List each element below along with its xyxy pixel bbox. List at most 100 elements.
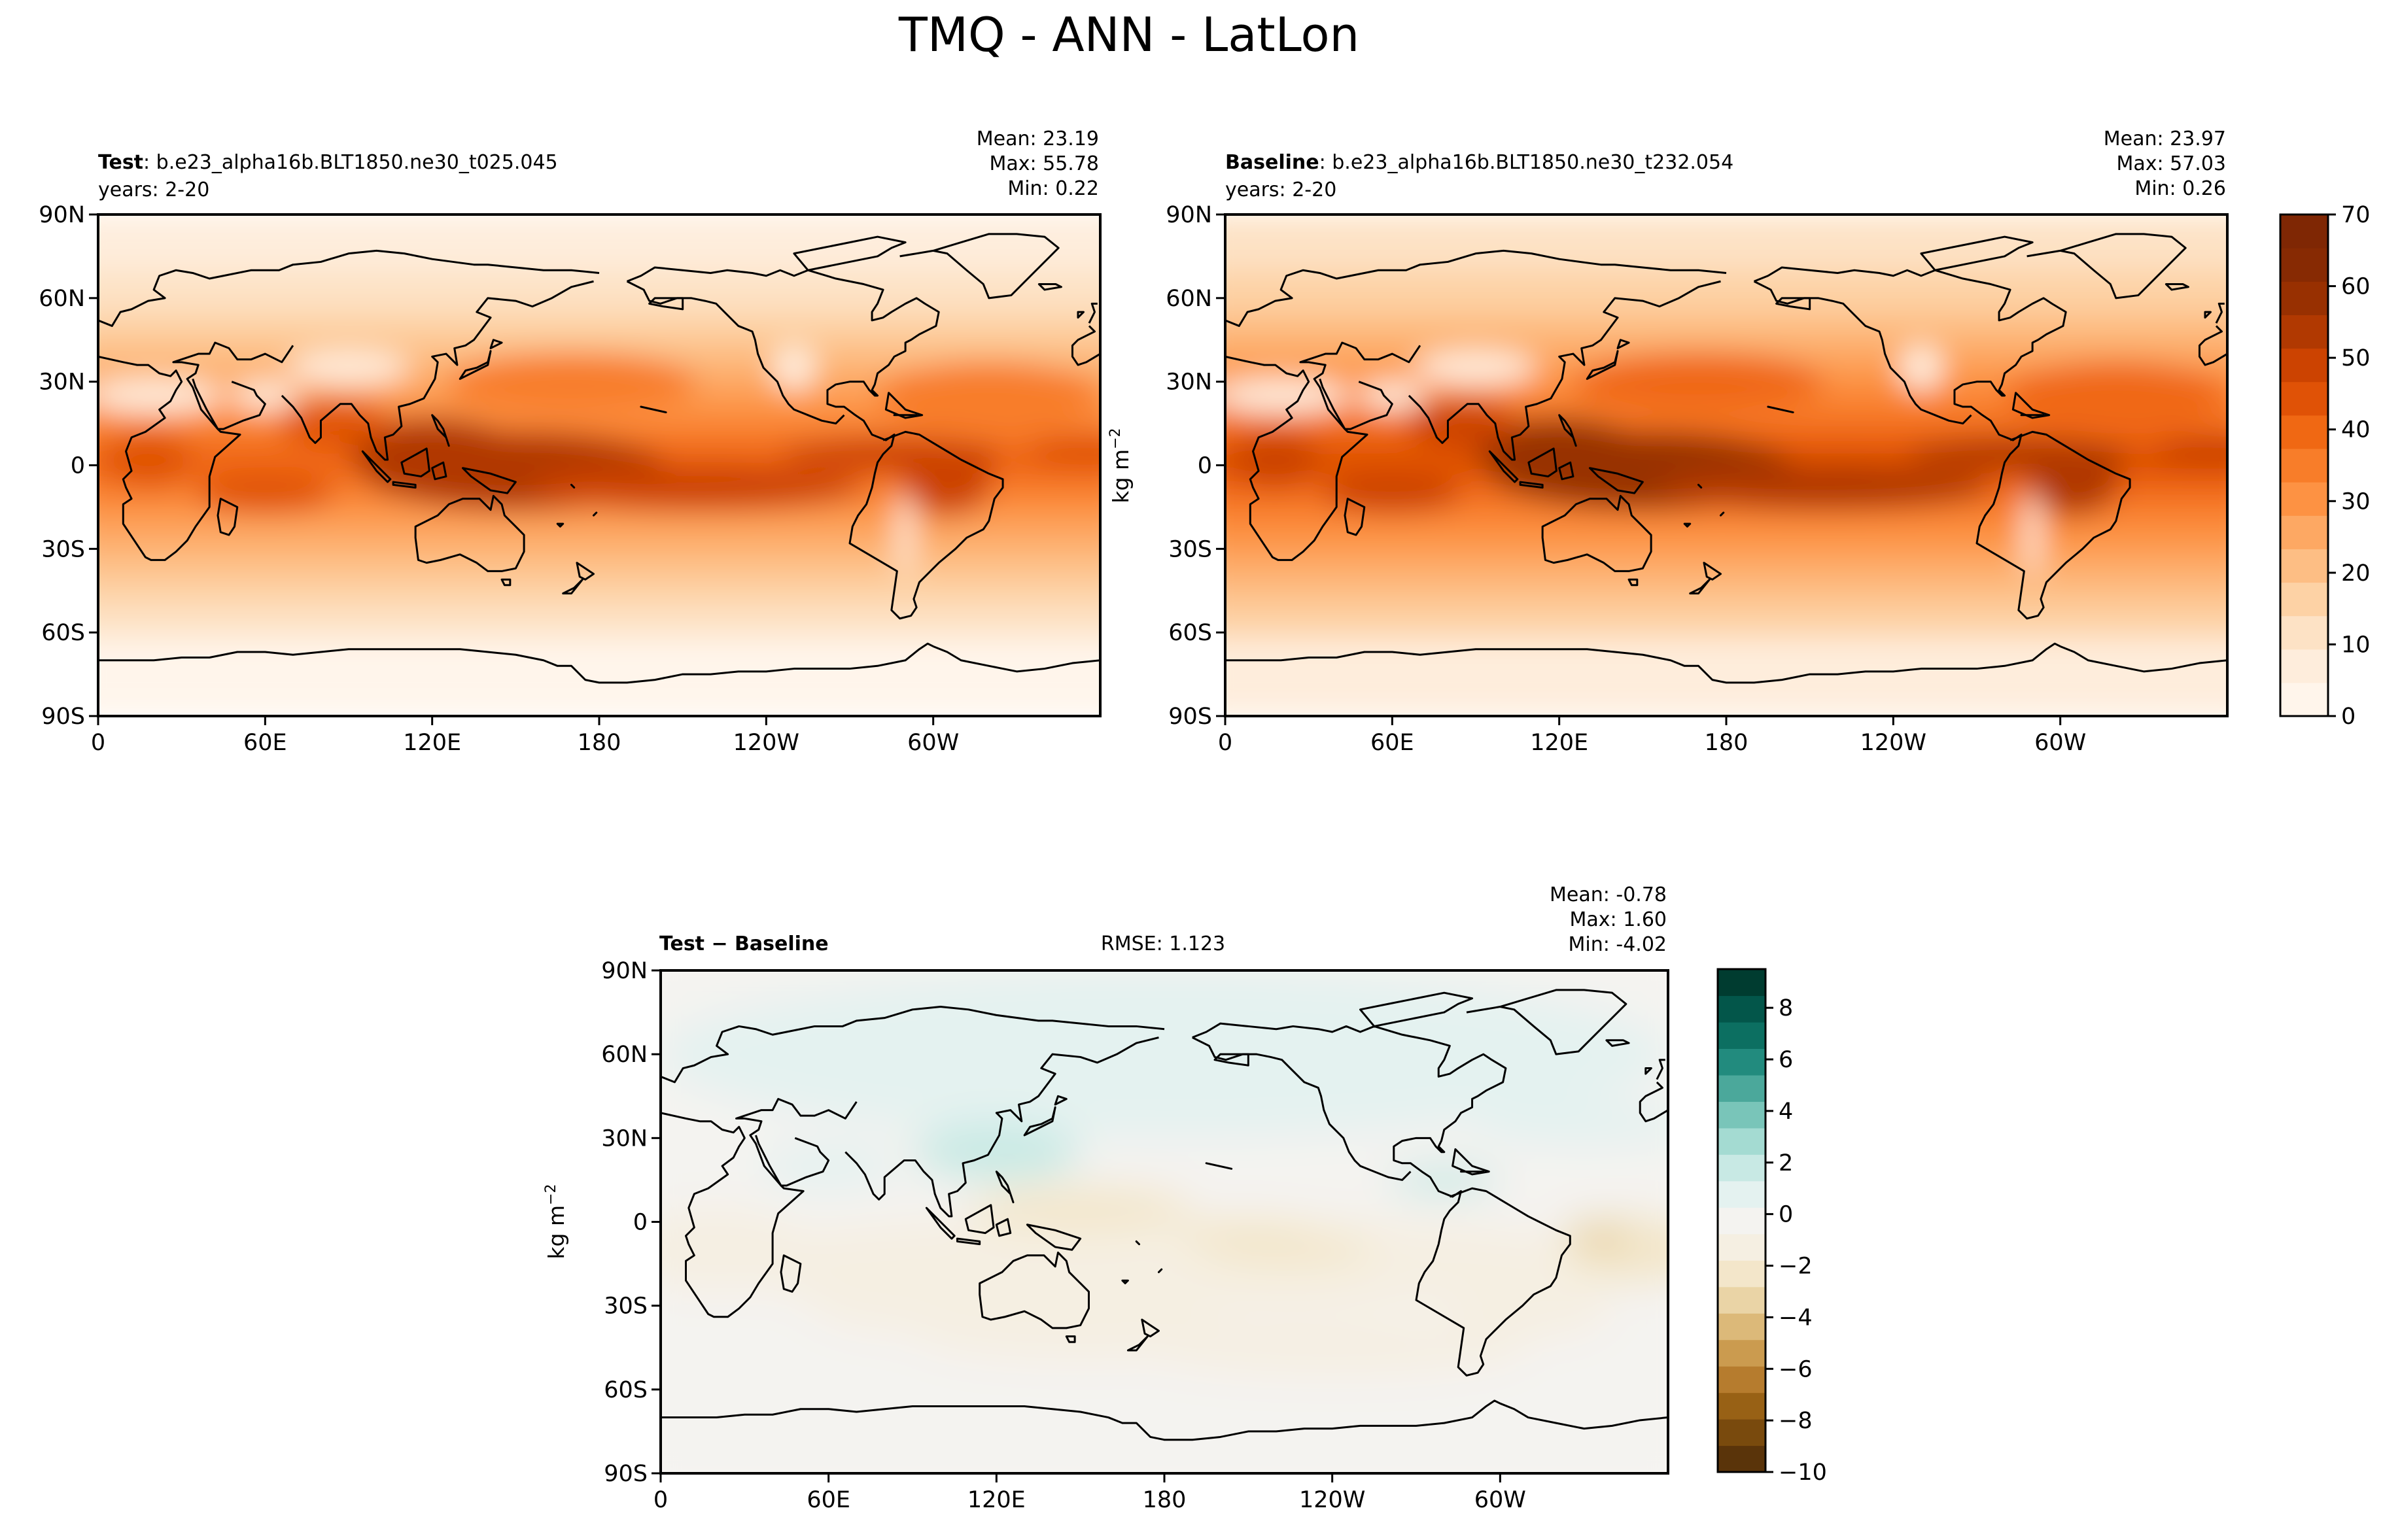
colorbar-absolute-segment (2280, 549, 2328, 583)
panel-test-title-case: : b.e23_alpha16b.BLT1850.ne30_t025.045 (143, 151, 558, 174)
coastline-europe-west (2199, 326, 2227, 365)
coastline-asia-south (1409, 281, 1721, 460)
coastline-philippines (996, 1172, 1013, 1203)
colorbar-difference-segment (1718, 1127, 1765, 1155)
coastline-canadian-archipelago (1360, 993, 1472, 1026)
coastline-hawaii (1768, 407, 1793, 413)
panel-difference-stat-mean: Mean: -0.78 (1550, 883, 1667, 906)
baseline-xtick-label-0: 0 (1218, 730, 1232, 756)
panel-baseline: Baseline: b.e23_alpha16b.BLT1850.ne30_t2… (1107, 128, 2371, 756)
coastline-ireland (2205, 312, 2211, 318)
coastline-new-zealand-north (1142, 1320, 1159, 1337)
coastline-japan (1024, 1107, 1055, 1135)
colorbar-difference-tick-label: 4 (1779, 1099, 1793, 1125)
panel-difference-ylabel-sup: −2 (543, 1184, 559, 1205)
coastline-greenland (2027, 234, 2186, 298)
colorbar-difference-segment (1718, 1233, 1765, 1261)
coastline-africa-west (1225, 343, 1420, 560)
coastline-new-caledonia (1122, 1280, 1128, 1283)
panel-test: Test: b.e23_alpha16b.BLT1850.ne30_t025.0… (39, 128, 1102, 756)
colorbar-difference-segment (1718, 1313, 1765, 1341)
panel-baseline-stat-mean: Mean: 23.97 (2104, 128, 2226, 150)
baseline-ytick-label-4: 30S (1168, 536, 1212, 562)
coastline-tasmania (1066, 1337, 1075, 1343)
coastline-britain (2216, 303, 2225, 323)
colorbar-absolute-segment (2280, 214, 2328, 248)
baseline-ytick-label-0: 90N (1166, 202, 1212, 228)
difference-ytick-label-2: 30N (601, 1125, 648, 1152)
test-xtick-label-1: 60E (243, 730, 287, 756)
panel-baseline-ylabel-text: kg m (1108, 449, 1134, 504)
colorbar-absolute-segment (2280, 682, 2328, 717)
test-ytick-label-1: 60N (39, 286, 85, 312)
coastline-tasmania (502, 579, 510, 585)
coastline-eurasia-north (661, 1007, 1164, 1082)
colorbar-absolute-tick-label: 40 (2341, 417, 2371, 443)
coastline-cuba (886, 393, 922, 418)
coastline-hokkaido (491, 340, 502, 349)
coastline-sumatra (362, 451, 391, 482)
coastline-eurasia-north (1225, 250, 1726, 326)
coastline-ireland (1646, 1069, 1652, 1074)
panel-baseline-ylabel: kg m−2 (1107, 428, 1134, 503)
colorbar-absolute-segment (2280, 649, 2328, 683)
colorbar-absolute-segment (2280, 415, 2328, 449)
coastline-tasmania (1629, 579, 1637, 585)
colorbar-absolute-segment (2280, 448, 2328, 483)
coastline-canadian-archipelago (794, 237, 905, 270)
panel-baseline-field (1225, 214, 2227, 716)
colorbar-absolute-segment (2280, 315, 2328, 349)
coastline-new-zealand-south (1128, 1337, 1147, 1350)
panel-difference-rmse: RMSE: 1.123 (1101, 933, 1225, 955)
coastline-antarctica (661, 1401, 1668, 1440)
panel-difference-axes: 0 60E 120E 180 120W 60W 90N 60N 30N 0 30S 60S 90S (601, 958, 1526, 1513)
baseline-xtick-label-5: 60W (2034, 730, 2086, 756)
panel-baseline-title: Baseline: b.e23_alpha16b.BLT1850.ne30_t2… (1225, 151, 1733, 174)
colorbar-absolute-tick-label: 70 (2341, 202, 2371, 228)
panel-difference-ylabel-text: kg m (544, 1205, 569, 1259)
coastline-borneo (965, 1205, 994, 1233)
colorbar-difference-segment (1718, 1339, 1765, 1367)
coastline-australia (1542, 496, 1651, 571)
colorbar-absolute-segment (2280, 381, 2328, 416)
coastline-north-america-west (627, 281, 844, 423)
colorbar-difference-tick-label: 2 (1779, 1150, 1793, 1176)
colorbar-difference-segment (1718, 1207, 1765, 1235)
coastline-fiji (1720, 513, 1723, 515)
baseline-ytick-label-5: 60S (1168, 620, 1212, 646)
baseline-ytick-label-1: 60N (1166, 286, 1212, 312)
coastline-madagascar (1345, 499, 1365, 535)
panel-baseline-coastlines (1203, 234, 2227, 683)
panel-difference-ylabel: kg m−2 (543, 1184, 569, 1259)
coastline-hawaii (641, 407, 666, 413)
coastline-antarctica (98, 643, 1100, 683)
panel-difference-title: Test − Baseline (659, 933, 829, 955)
baseline-xtick-label-1: 60E (1370, 730, 1414, 756)
coastline-canadian-archipelago (1921, 237, 2032, 270)
panel-test-field (98, 214, 1100, 716)
difference-ytick-label-1: 60N (601, 1042, 648, 1068)
colorbar-absolute-tick-label: 20 (2341, 560, 2371, 587)
difference-xtick-label-2: 120E (967, 1487, 1026, 1513)
baseline-xtick-label-2: 120E (1530, 730, 1588, 756)
difference-ytick-label-4: 30S (604, 1293, 648, 1320)
coastline-philippines (432, 415, 449, 446)
coastline-borneo (1529, 449, 1557, 477)
colorbar-difference-segment (1718, 995, 1765, 1023)
coastline-ireland (1078, 312, 1084, 318)
panel-baseline-years: years: 2-20 (1225, 179, 1336, 201)
panel-test-title: Test: b.e23_alpha16b.BLT1850.ne30_t025.0… (98, 151, 558, 174)
difference-ytick-label-3: 0 (633, 1210, 648, 1236)
coastline-americas-main (627, 267, 1003, 619)
coastline-fiji (593, 513, 596, 515)
coastline-madagascar (218, 499, 237, 535)
coastline-sumatra (1489, 451, 1518, 482)
coastline-greenland (1467, 990, 1626, 1054)
coastline-sumatra (926, 1208, 954, 1239)
coastline-greenland (900, 234, 1059, 298)
colorbar-absolute-tick-label: 50 (2341, 345, 2371, 371)
difference-ytick-label-5: 60S (604, 1377, 648, 1403)
test-xtick-label-0: 0 (91, 730, 105, 756)
coastline-new-zealand-south (563, 579, 583, 593)
